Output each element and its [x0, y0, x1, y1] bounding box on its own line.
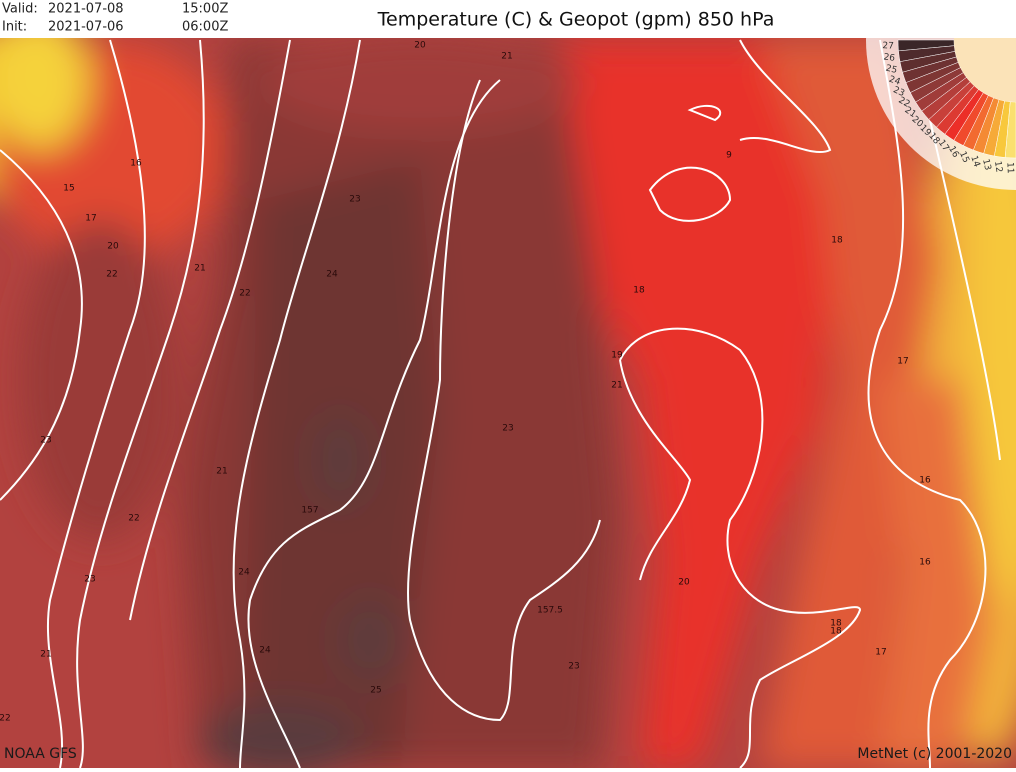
contour-label: 22 — [0, 714, 11, 724]
contour-label: 17 — [875, 648, 886, 658]
contour-label: 23 — [84, 575, 95, 585]
contour-label: 20 — [107, 242, 119, 252]
legend-label: 26 — [883, 52, 896, 64]
contour-label: 20 — [678, 578, 690, 588]
contour-label: 16 — [919, 476, 931, 486]
contour-label: 24 — [238, 568, 250, 578]
contour-label: 23 — [40, 436, 51, 446]
legend-label: 16 — [946, 145, 960, 160]
model-source: NOAA GFS — [4, 746, 77, 762]
contour-label: 22 — [239, 289, 250, 299]
contour-label: 16 — [919, 558, 931, 568]
contour-label: 19 — [611, 351, 623, 361]
contour-label: 17 — [897, 357, 908, 367]
contour-label: 20 — [414, 41, 426, 51]
legend-label: 23 — [891, 85, 906, 99]
contour-label: 18 — [830, 619, 842, 629]
contour-label: 22 — [128, 514, 139, 524]
contour-label: 23 — [568, 662, 579, 672]
valid-label: Valid: — [2, 2, 38, 17]
header-bar — [0, 0, 1016, 38]
contour-label: 24 — [326, 270, 338, 280]
legend-label: 12 — [992, 160, 1003, 173]
contour-label: 17 — [85, 214, 96, 224]
legend-label: 15 — [957, 150, 971, 165]
contour-label: 21 — [216, 467, 227, 477]
legend-label: 14 — [968, 155, 981, 169]
contour-label: 157 — [301, 506, 318, 516]
legend-label: 11 — [1004, 162, 1015, 174]
credit: MetNet (c) 2001-2020 — [857, 746, 1012, 762]
init-date: 2021-07-06 — [48, 20, 124, 35]
contour-label: 21 — [40, 650, 51, 660]
valid-date: 2021-07-08 — [48, 2, 124, 17]
contour-label: 18 — [831, 236, 843, 246]
contour-label: 21 — [611, 381, 622, 391]
legend-label: 24 — [887, 75, 901, 88]
legend-label: 13 — [980, 158, 992, 171]
init-time: 06:00Z — [182, 20, 228, 35]
contour-labels: 2021161517202122232422918181921172323211… — [0, 41, 931, 724]
contour-label: 16 — [130, 159, 142, 169]
legend-label: 25 — [885, 64, 898, 76]
geopotential-contours — [0, 39, 1001, 768]
valid-time: 15:00Z — [182, 2, 228, 17]
legend-label: 22 — [896, 96, 911, 110]
contour-label: 157.5 — [537, 606, 563, 616]
map-title: Temperature (C) & Geopot (gpm) 850 hPa — [377, 9, 775, 31]
contour-label: 9 — [726, 151, 732, 161]
legend-label: 27 — [882, 41, 894, 52]
contour-label: 22 — [106, 270, 117, 280]
contour-label: 23 — [502, 424, 513, 434]
contour-label: 25 — [370, 686, 381, 696]
init-label: Init: — [2, 20, 27, 35]
contour-label: 18 — [830, 627, 842, 637]
contour-label: 15 — [63, 184, 74, 194]
contour-label: 24 — [259, 646, 271, 656]
contour-label: 21 — [194, 264, 205, 274]
contour-label: 21 — [501, 52, 512, 62]
contour-label: 18 — [633, 286, 645, 296]
contour-label: 23 — [349, 195, 360, 205]
